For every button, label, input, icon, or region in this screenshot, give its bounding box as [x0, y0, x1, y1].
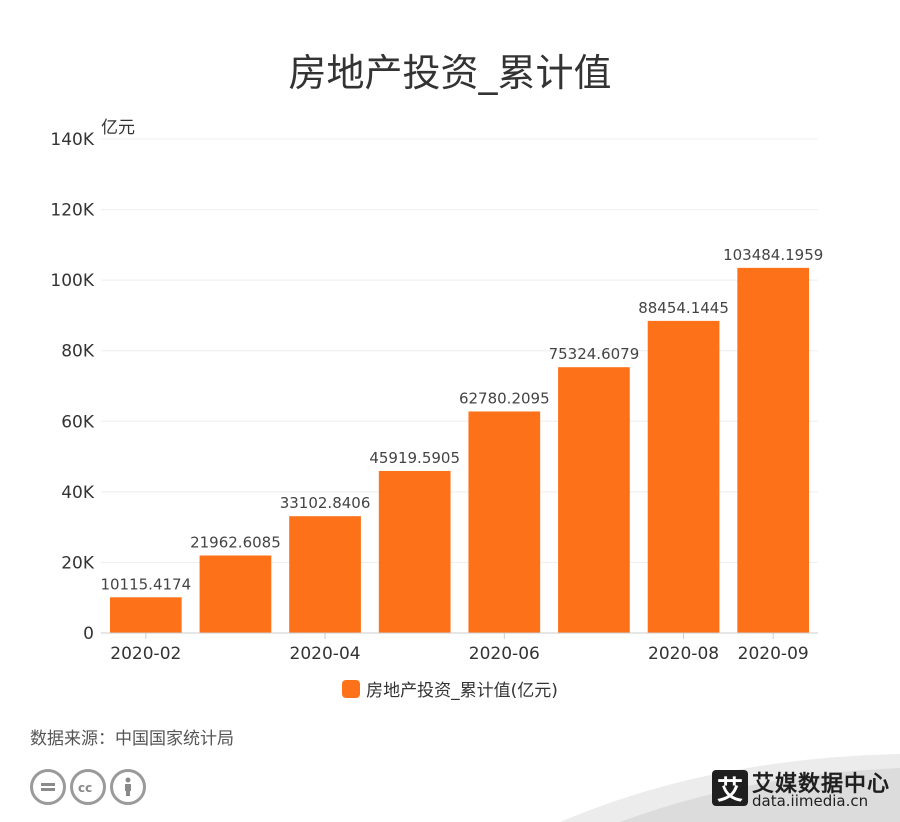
bar[interactable] — [109, 597, 182, 633]
y-tick-label: 0 — [83, 624, 94, 644]
data-label: 75324.6079 — [549, 345, 640, 363]
y-tick-label: 40K — [61, 483, 95, 503]
y-axis-ticks: 0 20K 40K 60K 80K 100K 120K 140K — [50, 130, 94, 644]
brand-name: 艾媒数据中心 — [752, 772, 891, 797]
svg-text:cc: cc — [78, 781, 92, 794]
bar[interactable] — [647, 320, 720, 633]
y-tick-label: 20K — [61, 553, 95, 573]
y-tick-label: 140K — [50, 130, 94, 150]
bar[interactable] — [289, 516, 361, 633]
y-tick-label: 60K — [61, 412, 95, 432]
y-tick-label: 80K — [61, 342, 95, 362]
brand-url[interactable]: data.iimedia.cn — [752, 792, 869, 810]
bar[interactable] — [468, 411, 541, 633]
data-label: 88454.1445 — [638, 299, 729, 317]
cc-icon: cc — [70, 769, 106, 805]
y-axis-unit-label: 亿元 — [101, 118, 135, 138]
data-label: 33102.8406 — [280, 494, 371, 512]
x-tick-label: 2020-02 — [110, 644, 181, 664]
data-label: 10115.4174 — [100, 575, 191, 593]
bar[interactable] — [737, 267, 810, 633]
bar[interactable] — [558, 367, 630, 633]
legend[interactable]: 房地产投资_累计值(亿元) — [0, 676, 900, 701]
value-labels: 10115.4174 21962.6085 33102.8406 45919.5905… — [100, 246, 823, 593]
data-label: 103484.1959 — [723, 246, 823, 264]
legend-swatch — [342, 679, 361, 698]
y-tick-label: 120K — [50, 201, 94, 221]
bars — [109, 267, 810, 633]
legend-label: 房地产投资_累计值(亿元) — [366, 681, 558, 701]
cc-by-person-icon — [110, 769, 146, 805]
source-note: 数据来源：中国国家统计局 — [30, 729, 234, 749]
data-label: 62780.2095 — [459, 389, 550, 407]
x-tick-label: 2020-08 — [648, 644, 719, 664]
y-tick-label: 100K — [50, 271, 94, 291]
cc-equal-icon — [30, 769, 66, 805]
brand-logo-icon: 艾 — [712, 770, 748, 806]
data-label: 45919.5905 — [369, 449, 460, 467]
x-axis-ticks: 2020-02 2020-04 2020-06 2020-08 2020-09 — [110, 633, 809, 664]
x-tick-label: 2020-06 — [469, 644, 540, 664]
bar[interactable] — [199, 555, 272, 633]
chart-title: 房地产投资_累计值 — [288, 51, 612, 95]
x-tick-label: 2020-09 — [738, 644, 809, 664]
data-label: 21962.6085 — [190, 534, 281, 552]
bar[interactable] — [378, 470, 451, 633]
x-tick-label: 2020-04 — [290, 644, 361, 664]
